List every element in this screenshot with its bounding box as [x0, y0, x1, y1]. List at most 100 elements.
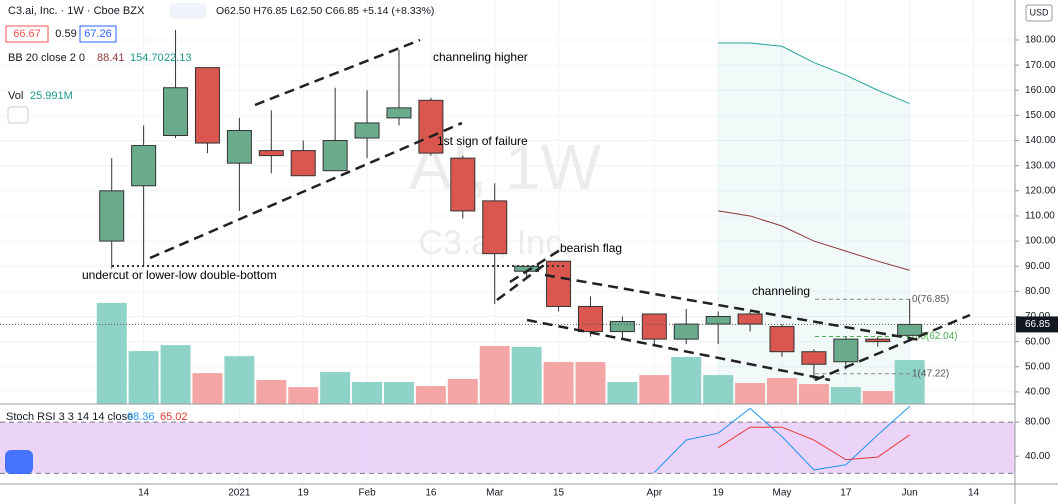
- volume-bar: [415, 386, 446, 404]
- x-tick-label: 17: [840, 488, 852, 499]
- x-tick-label: 19: [713, 488, 725, 499]
- x-tick-label: 14: [138, 488, 150, 499]
- candle-body: [833, 338, 859, 363]
- x-tick-label: May: [773, 488, 792, 499]
- volume-bar: [798, 384, 829, 404]
- x-tick-label: 19: [298, 488, 310, 499]
- volume-bar: [479, 345, 510, 404]
- volume-bar: [192, 373, 223, 404]
- volume-bar: [543, 362, 574, 404]
- candle-body: [546, 260, 572, 307]
- volume-bar: [352, 382, 383, 404]
- candle-body: [609, 321, 635, 333]
- bid: 66.67: [13, 28, 41, 40]
- fib-label: 1(47.22): [912, 368, 949, 379]
- x-tick-label: Apr: [647, 488, 663, 499]
- x-tick-label: Feb: [358, 488, 376, 499]
- volume-bar: [607, 382, 638, 404]
- fib-label: 0.5(62.04): [912, 331, 958, 342]
- rsi-legend: 65.02: [160, 411, 188, 423]
- ohlc: O62.50 H76.85 L62.50 C66.85 +5.14 (+8.33…: [216, 5, 434, 17]
- candle-body: [737, 313, 763, 325]
- x-tick-label: Mar: [486, 488, 504, 499]
- y-tick-label: 80.00: [1025, 417, 1050, 428]
- last-price-box: [1016, 316, 1058, 333]
- y-tick-label: 140.00: [1025, 135, 1056, 146]
- annotation: 1st sign of failure: [437, 134, 528, 148]
- volume-bar: [320, 372, 351, 404]
- y-tick-label: 180.00: [1025, 35, 1056, 46]
- y-tick-label: 40.00: [1025, 451, 1050, 462]
- y-tick-label: 60.00: [1025, 336, 1050, 347]
- x-tick-label: 14: [968, 488, 980, 499]
- candle-body: [354, 122, 380, 139]
- y-tick-label: 50.00: [1025, 361, 1050, 372]
- volume-bar: [288, 387, 319, 404]
- candle-body: [163, 87, 189, 137]
- candle-body: [322, 140, 348, 172]
- volume-bar: [766, 377, 797, 404]
- candle-body: [194, 67, 220, 144]
- y-tick-label: 90.00: [1025, 261, 1050, 272]
- symbol-title: C3.ai, Inc. · 1W · Cboe BZX: [8, 5, 145, 17]
- volume-bar: [862, 390, 893, 404]
- rsi-legend: 98.36: [127, 411, 155, 423]
- volume-bar: [96, 303, 127, 404]
- vol-value: 25.991M: [30, 90, 73, 102]
- bb-value: 88.41: [97, 52, 125, 64]
- annotation: bearish flag: [560, 241, 622, 255]
- fib-label: 0(76.85): [912, 294, 949, 305]
- vol-name: Vol: [8, 90, 23, 102]
- x-tick-label: 15: [553, 488, 565, 499]
- y-tick-label: 130.00: [1025, 160, 1056, 171]
- y-tick-label: 150.00: [1025, 110, 1056, 121]
- rsi-band: [0, 422, 1015, 474]
- ask-box[interactable]: [79, 25, 117, 43]
- candle-body: [418, 99, 444, 154]
- volume-bar: [703, 375, 734, 404]
- x-tick-label: 2021: [228, 488, 251, 499]
- candle-body: [577, 305, 603, 333]
- annotation: channeling: [752, 284, 810, 298]
- collapse-button[interactable]: [7, 106, 29, 124]
- currency: USD: [1029, 7, 1049, 17]
- rsi-title: Stoch RSI 3 3 14 14 close: [6, 411, 133, 423]
- x-tick-label: 16: [425, 488, 437, 499]
- volume-bar: [128, 351, 159, 404]
- bb-basis: [718, 210, 910, 271]
- volume-bar: [639, 375, 670, 404]
- annotation: channeling higher: [433, 50, 528, 64]
- icons[interactable]: [170, 3, 206, 19]
- volume-bar: [447, 378, 478, 404]
- volume-bar: [894, 360, 925, 404]
- bb-value: 154.70: [130, 52, 164, 64]
- y-tick-label: 100.00: [1025, 236, 1056, 247]
- volume-bar: [830, 387, 861, 404]
- bb-name: BB 20 close 2 0: [8, 52, 85, 64]
- y-tick-label: 160.00: [1025, 85, 1056, 96]
- bid-box[interactable]: [5, 25, 49, 43]
- volume-bar: [511, 346, 542, 404]
- candle-body: [865, 338, 891, 343]
- candle-body: [386, 107, 412, 119]
- volume-bar: [383, 382, 414, 404]
- candle-body: [131, 145, 157, 187]
- x-tick-label: Jun: [902, 488, 918, 499]
- candle-body: [641, 313, 667, 340]
- volume-bar: [224, 356, 255, 404]
- bb-value: 22.13: [164, 52, 192, 64]
- logo[interactable]: [5, 450, 33, 474]
- volume-bar: [160, 345, 191, 404]
- candle-body: [705, 316, 731, 325]
- candle-body: [290, 150, 316, 177]
- volume-bar: [256, 379, 287, 404]
- volume-bar: [671, 356, 702, 404]
- volume-bar: [575, 362, 606, 404]
- currency-box[interactable]: [1025, 4, 1053, 22]
- ask: 67.26: [84, 28, 112, 40]
- last-price-label: 66.85: [1025, 319, 1050, 330]
- candle-body: [769, 326, 795, 353]
- y-tick-label: 120.00: [1025, 185, 1056, 196]
